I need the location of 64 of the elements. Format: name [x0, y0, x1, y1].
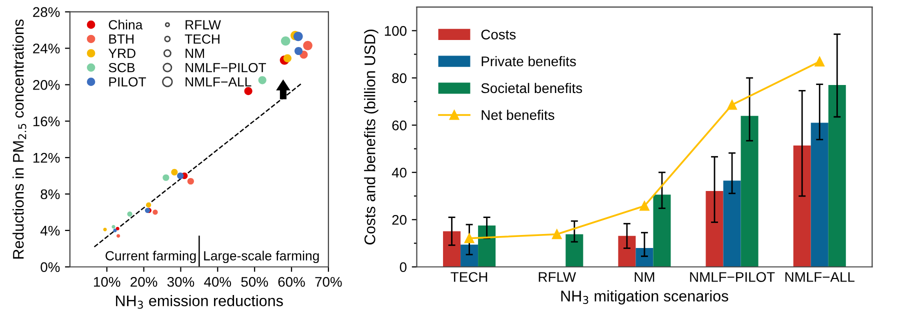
point — [552, 229, 562, 240]
y-axis-title: Reductions in PM$_{2.5}$ concentrations — [12, 19, 26, 259]
bar — [566, 234, 584, 267]
point — [464, 233, 474, 244]
bar — [653, 194, 671, 267]
x-tick-label: NMLF−ALL — [785, 272, 854, 282]
bar — [460, 244, 478, 267]
legend-label: SCB — [108, 62, 135, 72]
x-tick-label: 10% — [94, 276, 120, 287]
bar — [828, 84, 846, 267]
bar — [723, 180, 741, 267]
point — [640, 201, 650, 211]
legend-label: PILOT — [109, 77, 146, 87]
legend-label: YRD — [108, 48, 136, 58]
y-tick-label: 80 — [392, 73, 406, 84]
bar — [740, 116, 758, 267]
annotation: Current farming — [106, 250, 196, 264]
x-tick-label: 60% — [278, 276, 305, 287]
y-axis-title: Costs and benefits (billion USD) — [364, 30, 378, 244]
bar — [478, 226, 496, 267]
bar — [618, 236, 636, 267]
annotation: Large-scale farming — [204, 250, 319, 264]
point — [814, 56, 824, 66]
x-axis-title: NH$_{3}$ emission reductions — [116, 295, 283, 309]
y-tick-label: 40 — [392, 168, 406, 178]
x-tick-label: 30% — [167, 276, 194, 287]
legend-label: NMLF−PILOT — [186, 62, 266, 72]
x-tick-label: NMLF−PILOT — [690, 272, 775, 282]
point — [727, 100, 737, 110]
y-tick-label: 0 — [400, 262, 406, 272]
y-tick-label: 8% — [40, 189, 60, 200]
legend-label: BTH — [109, 34, 134, 44]
y-tick-label: 20 — [392, 214, 406, 225]
y-tick-label: 4% — [40, 226, 60, 236]
legend-label: Societal benefits — [481, 82, 582, 94]
x-tick-label: 70% — [315, 276, 342, 287]
bar — [706, 191, 724, 267]
x-tick-label: 50% — [241, 276, 268, 287]
y-tick-label: 100 — [384, 26, 406, 36]
y-tick-label: 16% — [33, 116, 60, 126]
y-tick-label: 0% — [40, 262, 60, 272]
legend-label: China — [108, 20, 143, 30]
x-tick-label: TECH — [450, 272, 488, 282]
y-tick-label: 28% — [33, 7, 60, 18]
y-tick-label: 12% — [33, 152, 60, 163]
legend-label: NM — [186, 48, 204, 58]
x-tick-label: 40% — [204, 276, 232, 287]
legend-label: RFLW — [186, 20, 221, 30]
bar — [793, 145, 811, 267]
x-tick-label: 20% — [130, 276, 158, 287]
legend-label: Costs — [481, 30, 516, 40]
legend-label: NMLF−ALL — [186, 77, 252, 86]
y-tick-label: 24% — [33, 44, 60, 54]
bar — [810, 122, 828, 267]
bar — [443, 231, 461, 267]
legend-label: Private benefits — [482, 56, 576, 66]
bar — [636, 248, 654, 267]
x-tick-label: NM — [634, 272, 654, 282]
legend-label: Net benefits — [482, 110, 554, 120]
y-tick-label: 60 — [392, 120, 406, 130]
legend-label: TECH — [184, 34, 220, 44]
x-axis-title: NH$_{3}$ mitigation scenarios — [561, 290, 728, 304]
y-tick-label: 20% — [33, 80, 60, 90]
x-tick-label: RFLW — [538, 272, 576, 282]
